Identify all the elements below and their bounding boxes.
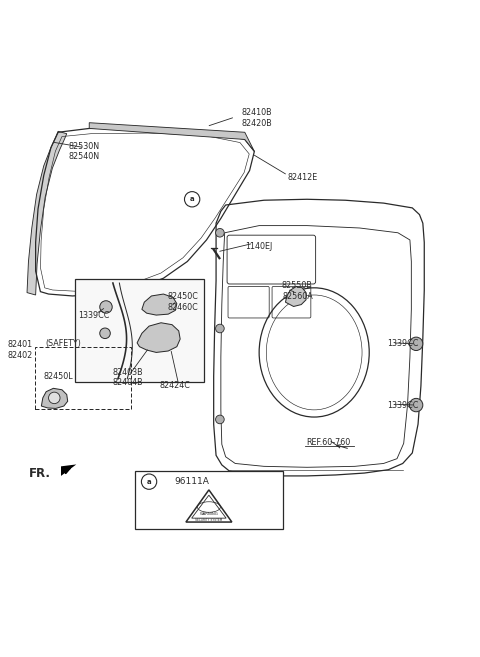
- Text: WARNING: WARNING: [200, 512, 218, 516]
- Text: FR.: FR.: [28, 466, 50, 480]
- Text: 82450L: 82450L: [43, 372, 73, 381]
- Text: 82410B
82420B: 82410B 82420B: [241, 108, 272, 127]
- Circle shape: [184, 192, 200, 207]
- Text: 82403B
82404B: 82403B 82404B: [112, 368, 143, 387]
- Polygon shape: [61, 464, 76, 476]
- Text: 82424C: 82424C: [160, 382, 191, 390]
- Polygon shape: [27, 131, 67, 295]
- Circle shape: [216, 229, 224, 237]
- Text: 82412E: 82412E: [287, 173, 317, 182]
- Text: REF.60-760: REF.60-760: [306, 438, 351, 447]
- Text: 96111A: 96111A: [175, 477, 210, 486]
- Text: 1339CC: 1339CC: [78, 311, 110, 319]
- Text: 82401
82402: 82401 82402: [7, 340, 33, 360]
- FancyBboxPatch shape: [75, 279, 204, 382]
- Circle shape: [216, 415, 224, 424]
- Circle shape: [409, 398, 423, 412]
- Circle shape: [100, 301, 112, 313]
- Text: a: a: [147, 479, 151, 485]
- Polygon shape: [137, 323, 180, 352]
- Text: 1339CC: 1339CC: [387, 339, 419, 348]
- Text: 1140EJ: 1140EJ: [245, 242, 273, 251]
- Circle shape: [142, 474, 157, 489]
- Circle shape: [409, 337, 423, 351]
- Polygon shape: [142, 294, 177, 315]
- Polygon shape: [41, 388, 68, 409]
- Text: 1339CC: 1339CC: [387, 401, 419, 409]
- Text: (SAFETY): (SAFETY): [45, 339, 81, 348]
- Circle shape: [100, 328, 110, 338]
- Polygon shape: [286, 286, 306, 306]
- Text: a: a: [190, 196, 194, 202]
- FancyBboxPatch shape: [135, 471, 283, 529]
- Text: 82550B
82560A: 82550B 82560A: [282, 281, 313, 301]
- Circle shape: [48, 392, 60, 403]
- Text: 82530N
82540N: 82530N 82540N: [69, 142, 100, 161]
- Text: 82450C
82460C: 82450C 82460C: [167, 292, 198, 312]
- Polygon shape: [89, 123, 254, 151]
- Circle shape: [216, 324, 224, 333]
- Text: SECURITY SYSTEM: SECURITY SYSTEM: [195, 518, 223, 522]
